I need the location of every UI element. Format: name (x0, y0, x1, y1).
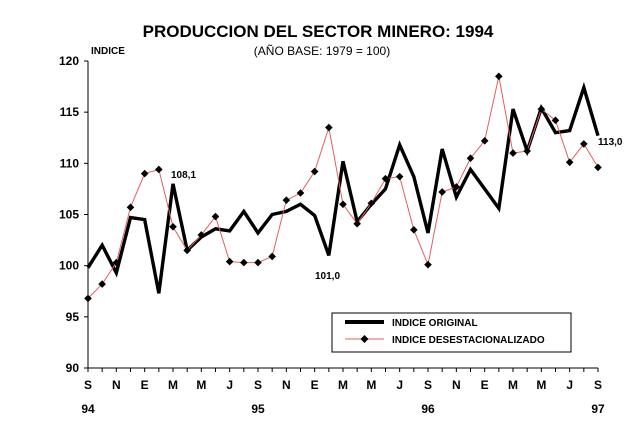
x-tick-label: S (594, 378, 602, 392)
data-point-deseasonalized (580, 140, 588, 148)
data-point-deseasonalized (353, 219, 361, 228)
x-tick-label: M (508, 378, 518, 392)
data-point-deseasonalized (325, 123, 333, 132)
data-point-deseasonalized (98, 280, 106, 288)
data-point-deseasonalized (495, 72, 503, 81)
x-tick-label: M (196, 378, 206, 392)
legend: INDICE ORIGINAL INDICE DESESTACIONALIZAD… (331, 312, 572, 353)
y-tick-label: 110 (60, 156, 80, 170)
data-point-deseasonalized (452, 183, 461, 191)
series-layer (84, 72, 602, 303)
data-point-deseasonalized (282, 196, 291, 204)
data-point-deseasonalized (551, 116, 560, 125)
data-point-deseasonalized (509, 149, 517, 157)
chart-subtitle: (AÑO BASE: 1979 = 100) (254, 44, 390, 58)
data-point-deseasonalized (367, 199, 376, 208)
data-point-deseasonalized (537, 105, 546, 113)
data-point-deseasonalized (268, 252, 276, 261)
x-tick-label: J (226, 378, 233, 392)
data-point-deseasonalized (225, 257, 234, 266)
annotation-peak-1994: 108,1 (171, 170, 196, 181)
y-axis-label: INDICE (91, 46, 125, 57)
data-point-deseasonalized (197, 231, 206, 239)
x-tick-label: S (84, 378, 92, 392)
x-tick-labels: S N E M M J S N E M M J S N E M M J S 94 95 96 97 (81, 378, 605, 416)
data-point-deseasonalized (310, 167, 319, 176)
x-tick-label: M (168, 378, 178, 392)
data-point-deseasonalized (112, 258, 121, 267)
data-point-deseasonalized (84, 294, 92, 303)
y-tick-label: 120 (59, 54, 79, 68)
legend-box (331, 312, 572, 353)
data-point-deseasonalized (140, 169, 149, 178)
x-tick-label: N (112, 378, 121, 392)
legend-label-deseasonalized: INDICE DESESTACIONALIZADO (392, 335, 545, 346)
data-point-deseasonalized (523, 147, 531, 155)
data-point-deseasonalized (339, 200, 347, 209)
annotations: 108,1 101,0 113,0 (171, 137, 623, 282)
data-point-deseasonalized (169, 222, 177, 231)
x-year-label: 97 (591, 402, 605, 416)
legend-marker-deseasonalized (360, 335, 369, 343)
data-point-deseasonalized (381, 174, 390, 183)
data-point-deseasonalized (183, 246, 191, 255)
annotation-last-value: 113,0 (598, 137, 623, 148)
series-line-original (86, 81, 600, 294)
x-year-label: 95 (251, 402, 265, 416)
data-point-deseasonalized (254, 258, 262, 267)
x-tick-label: J (566, 378, 573, 392)
data-point-deseasonalized (594, 163, 602, 172)
y-tick-label: 90 (66, 361, 80, 375)
x-tick-label: J (396, 378, 403, 392)
axes (84, 60, 599, 372)
data-point-deseasonalized (424, 260, 432, 269)
x-tick-label: M (338, 378, 348, 392)
x-year-label: 96 (421, 402, 435, 416)
x-tick-label: E (481, 378, 489, 392)
x-tick-label: E (141, 378, 149, 392)
data-point-deseasonalized (466, 154, 475, 163)
data-point-deseasonalized (211, 212, 220, 221)
x-tick-label: N (452, 378, 461, 392)
data-point-deseasonalized (126, 203, 135, 212)
data-point-deseasonalized (296, 189, 305, 197)
data-point-deseasonalized (395, 172, 404, 181)
legend-label-original: INDICE ORIGINAL (392, 318, 478, 329)
x-tick-label: S (254, 378, 262, 392)
y-tick-label: 115 (60, 105, 80, 119)
x-tick-label: M (536, 378, 546, 392)
series-line-deseasonalized (87, 76, 599, 299)
x-tick-label: N (282, 378, 291, 392)
chart-title: PRODUCCION DEL SECTOR MINERO: 1994 (143, 22, 494, 41)
annotation-low-1995: 101,0 (315, 271, 340, 282)
x-year-label: 94 (81, 402, 95, 416)
data-point-deseasonalized (438, 188, 446, 196)
x-tick-label: M (366, 378, 376, 392)
data-point-deseasonalized (565, 158, 574, 167)
data-point-deseasonalized (410, 226, 418, 234)
data-point-deseasonalized (155, 165, 163, 174)
data-point-deseasonalized (480, 137, 489, 145)
y-tick-label: 95 (66, 310, 80, 324)
y-tick-label: 100 (59, 259, 79, 273)
x-tick-label: E (311, 378, 319, 392)
y-tick-labels: 90 95 100 105 110 115 120 (59, 54, 79, 375)
x-tick-label: S (424, 378, 432, 392)
data-point-deseasonalized (240, 258, 248, 267)
y-tick-label: 105 (59, 208, 79, 222)
